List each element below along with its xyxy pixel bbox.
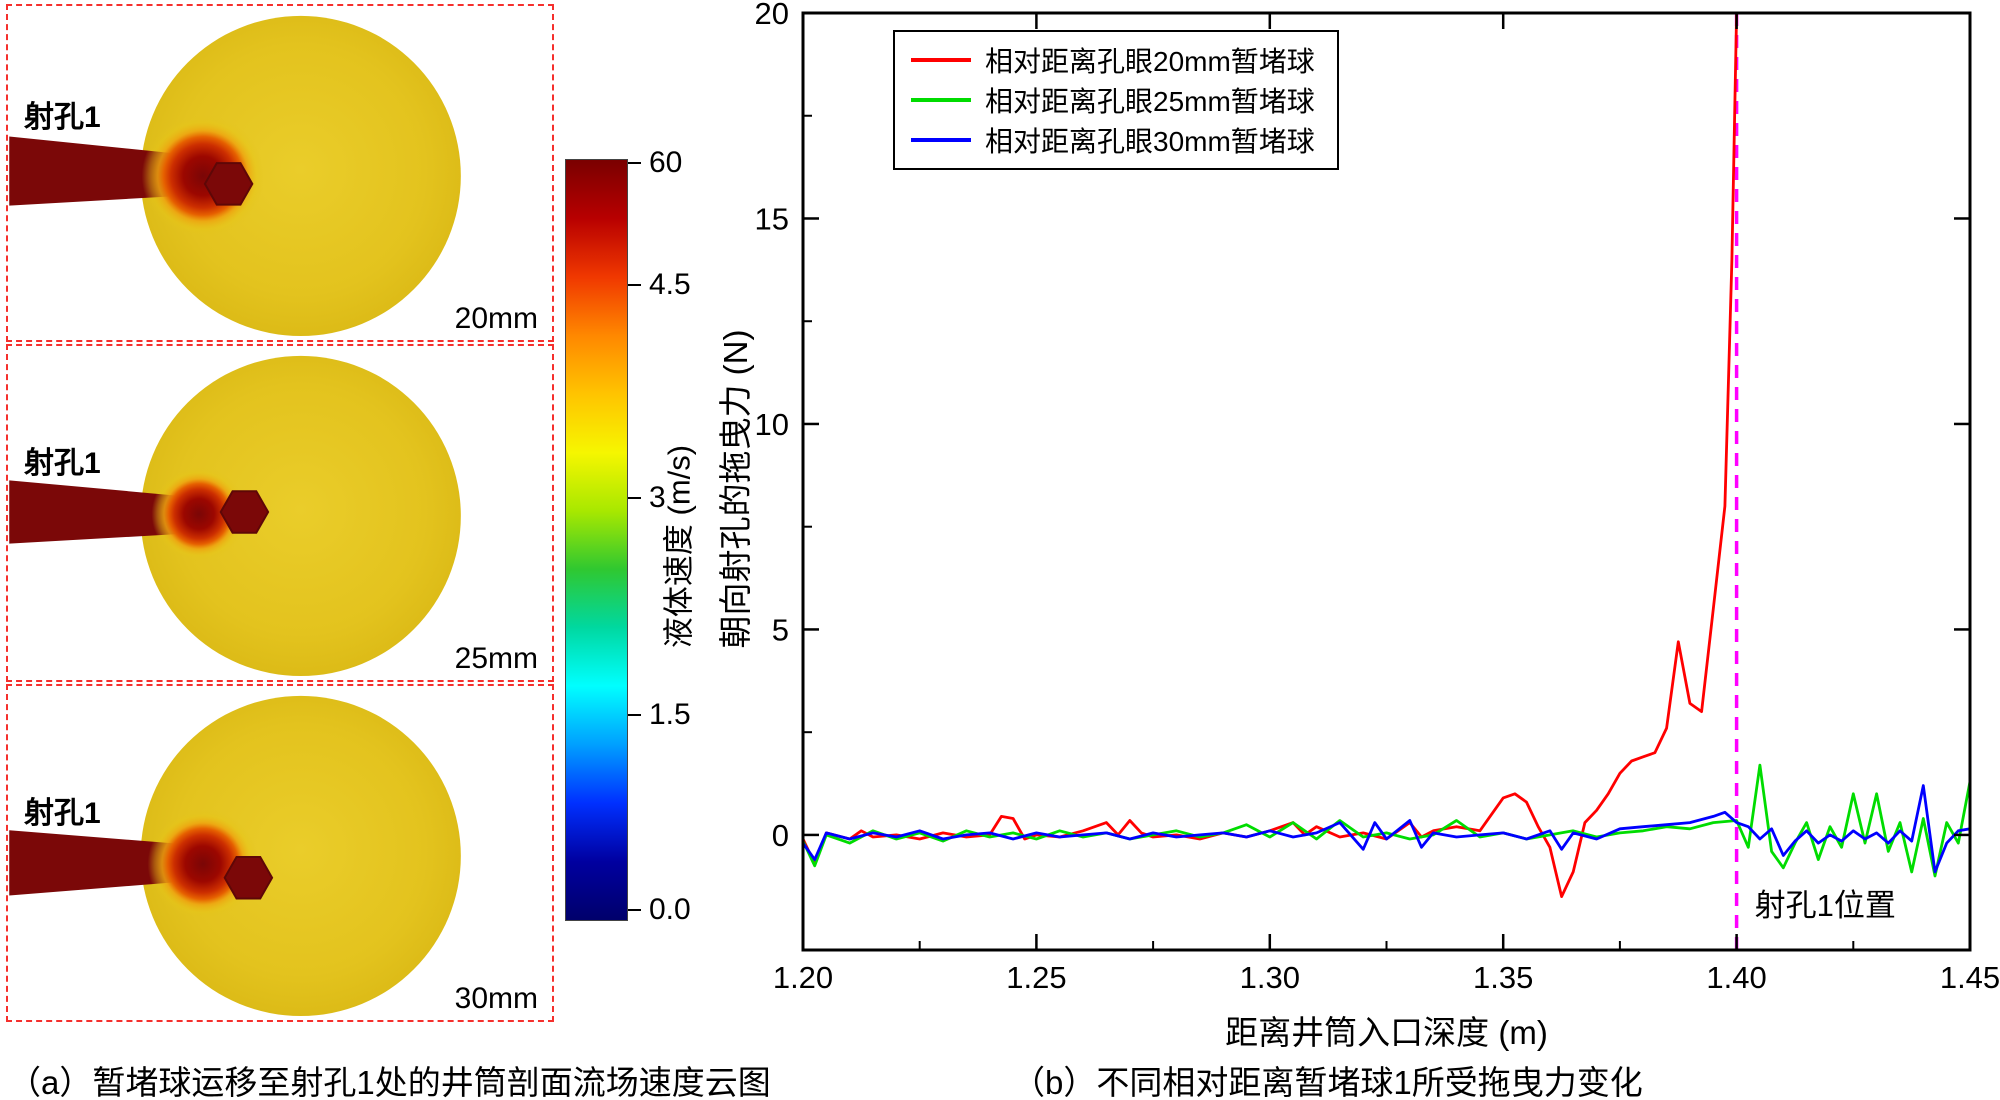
colorbar-tick (628, 497, 641, 500)
y-axis-label: 朝向射孔的拖曳力 (N) (717, 329, 754, 649)
colorbar-tick-label: 4.5 (649, 267, 691, 301)
colorbar-tick (628, 283, 641, 286)
jet-hot-zone (147, 808, 259, 920)
legend-label: 相对距离孔眼25mm暂堵球 (985, 86, 1315, 117)
perforation-label: 射孔1 (24, 101, 101, 134)
vline-annotation: 射孔1位置 (1754, 888, 1896, 923)
y-tick-label: 0 (772, 818, 789, 853)
perforation-label: 射孔1 (24, 797, 101, 830)
colorbar-gradient (565, 159, 628, 921)
legend-item-20mm: 相对距离孔眼20mm暂堵球 (911, 40, 1315, 80)
jet-hot-zone (151, 466, 247, 562)
x-axis-label: 距离井筒入口深度 (m) (1225, 1014, 1548, 1051)
y-tick-label: 20 (755, 0, 789, 31)
drag-force-chart: 1.20 1.25 1.30 1.35 1.40 1.45 0 5 10 15 20 (755, 0, 2000, 995)
wellbore-cross-section (140, 695, 461, 1017)
legend-line-blue (911, 138, 971, 142)
colorbar: 60 4.5 3 1.5 0.0 (565, 146, 725, 926)
wellbore-cross-section (140, 355, 461, 677)
colorbar-tick-label: 1.5 (649, 698, 691, 732)
legend-line-green (911, 98, 971, 102)
legend-item-25mm: 相对距离孔眼25mm暂堵球 (911, 80, 1315, 120)
velocity-contour-30mm (9, 695, 461, 1017)
perforation-tunnel (9, 830, 184, 896)
colorbar-tick (628, 714, 641, 717)
wellbore-cross-section (140, 15, 461, 337)
perforation-tunnel (9, 480, 184, 544)
caption-a: （a）暂堵球运移至射孔1处的井筒剖面流场速度云图 (8, 1064, 771, 1100)
chart-legend: 相对距离孔眼20mm暂堵球 相对距离孔眼25mm暂堵球 相对距离孔眼30mm暂堵… (893, 30, 1339, 170)
velocity-contour-25mm (9, 355, 461, 677)
colorbar-tick-label: 3 (649, 481, 666, 515)
contour-panels: 射孔1 20mm 射孔1 25mm (6, 4, 558, 1022)
legend-label: 相对距离孔眼20mm暂堵球 (985, 46, 1315, 77)
colorbar-tick-label: 0.0 (649, 892, 691, 926)
perforation-tunnel (9, 136, 184, 206)
plugging-ball (219, 490, 270, 534)
x-tick-label: 1.20 (773, 960, 833, 995)
series-line-3 (803, 784, 1970, 874)
x-tick-label: 1.30 (1240, 960, 1300, 995)
contour-panel-20mm: 射孔1 20mm (6, 4, 554, 342)
size-label: 25mm (454, 642, 538, 675)
plugging-ball (203, 162, 254, 206)
size-label: 30mm (454, 982, 538, 1015)
contour-panel-30mm: 射孔1 30mm (6, 684, 554, 1022)
contour-panel-25mm: 射孔1 25mm (6, 344, 554, 682)
legend-line-red (911, 58, 971, 62)
y-tick-label: 15 (755, 201, 789, 236)
legend-label: 相对距离孔眼30mm暂堵球 (985, 126, 1315, 157)
x-tick-label: 1.40 (1706, 960, 1766, 995)
colorbar-tick (628, 908, 641, 911)
size-label: 20mm (454, 302, 538, 335)
velocity-contour-20mm (9, 15, 461, 337)
series-line-2 (803, 763, 1970, 878)
x-tick-label: 1.25 (1006, 960, 1066, 995)
caption-b: （b）不同相对距离暂堵球1所受拖曳力变化 (1012, 1064, 1643, 1100)
y-tick-label: 5 (772, 612, 789, 647)
colorbar-tick (628, 161, 641, 164)
x-tick-label: 1.45 (1940, 960, 2000, 995)
legend-item-30mm: 相对距离孔眼30mm暂堵球 (911, 120, 1315, 160)
plugging-ball (223, 855, 274, 900)
jet-hot-zone (141, 114, 265, 238)
x-tick-label: 1.35 (1473, 960, 1533, 995)
colorbar-tick-label: 60 (649, 145, 683, 179)
colorbar-title: 液体速度 (m/s) (661, 444, 697, 649)
perforation-label: 射孔1 (24, 447, 101, 480)
y-tick-label: 10 (755, 407, 789, 442)
